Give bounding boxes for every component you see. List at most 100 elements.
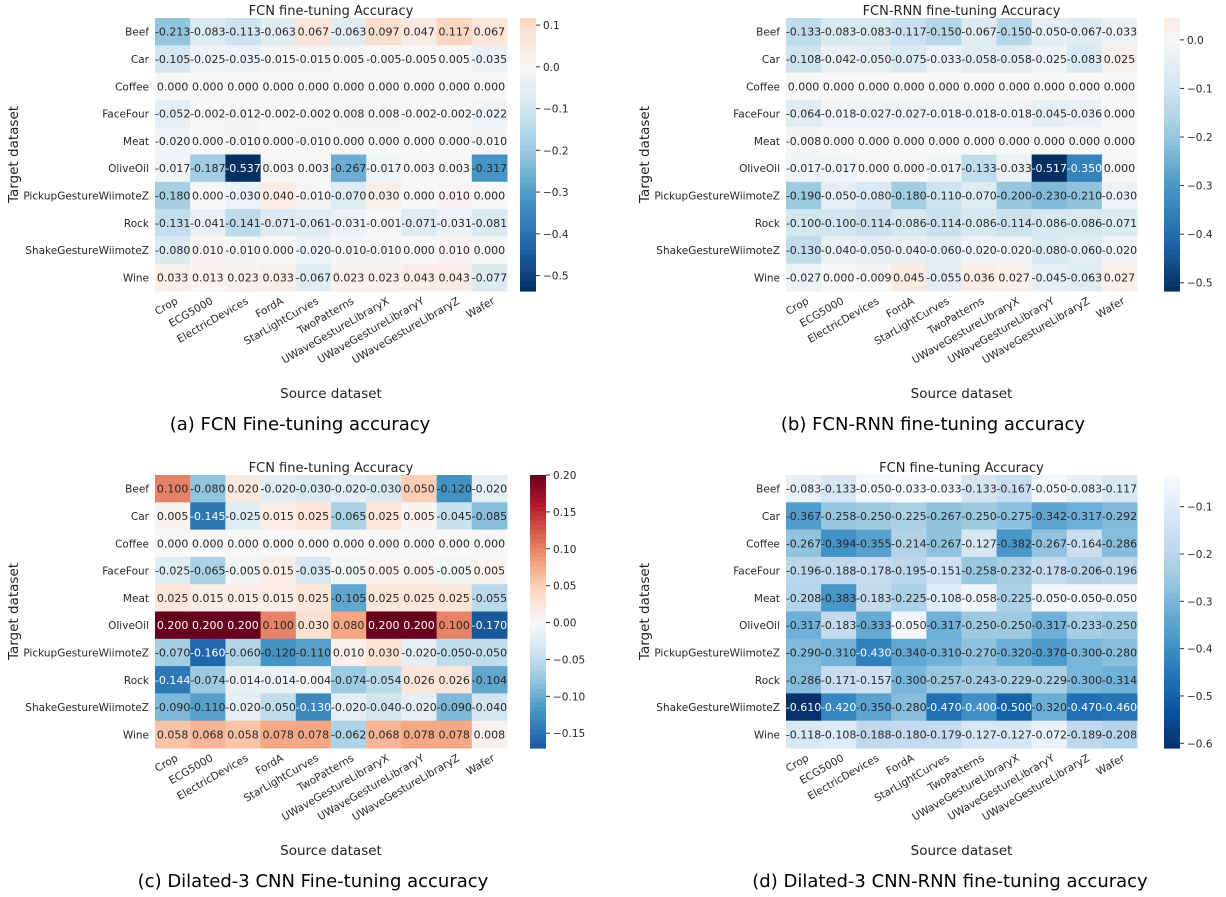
heatmap-cell	[786, 18, 822, 46]
colorbar-segment	[520, 49, 536, 55]
cell-value-label: -0.058	[996, 53, 1031, 66]
heatmap-cell	[366, 99, 402, 128]
colorbar-segment	[530, 675, 546, 681]
cell-value-label: 0.005	[403, 565, 435, 578]
cell-value-label: -0.017	[786, 162, 821, 175]
heatmap-cell	[856, 556, 892, 585]
cell-value-label: 0.000	[858, 162, 890, 175]
heatmap-cell	[786, 584, 822, 612]
cell-value-label: 0.005	[474, 565, 506, 578]
cell-value-label: -0.009	[856, 271, 891, 284]
heatmap-cell	[961, 693, 998, 722]
colorbar-segment	[1164, 547, 1180, 553]
cell-value-label: -0.157	[856, 674, 891, 687]
heatmap-cell	[190, 611, 226, 640]
heatmap-cell	[1031, 236, 1068, 265]
cell-value-label: 0.040	[262, 189, 294, 202]
cell-value-label: -0.367	[786, 510, 821, 523]
cell-value-label: -0.150	[926, 26, 961, 39]
heatmap-cell	[1066, 529, 1103, 558]
cell-value-label: -0.033	[1102, 26, 1137, 39]
cell-value-label: 0.117	[438, 26, 470, 39]
heatmap-cell	[225, 693, 262, 722]
heatmap-cell	[1101, 99, 1138, 128]
heatmap-cell	[1031, 18, 1068, 46]
colorbar-tick-label: 0.00	[553, 618, 576, 630]
heatmap-cell	[786, 475, 822, 503]
heatmap-cell	[1031, 502, 1068, 531]
heatmap-cell	[926, 556, 962, 585]
cell-value-label: -0.280	[1102, 646, 1137, 659]
colorbar-segment	[1164, 625, 1180, 631]
colorbar-segment	[520, 99, 536, 106]
heatmap-cell	[786, 529, 822, 558]
heatmap-cell	[295, 263, 332, 292]
heatmap-cell	[260, 209, 297, 237]
cell-value-label: -0.213	[155, 26, 190, 39]
heatmap-cell	[260, 529, 297, 558]
y-tick-label: Car	[762, 511, 781, 523]
cell-value-label: 0.045	[893, 271, 925, 284]
heatmap-cell	[1101, 556, 1138, 585]
cell-value-label: -0.033	[926, 483, 961, 496]
cell-value-label: -0.063	[1067, 271, 1102, 284]
heatmap-cell	[961, 475, 998, 503]
cell-value-label: -0.105	[155, 53, 190, 66]
heatmap-cell	[155, 720, 191, 749]
cell-value-label: 0.008	[474, 728, 506, 741]
heatmap-cell	[401, 475, 438, 503]
heatmap-cell	[1066, 584, 1103, 612]
colorbar-segment	[1164, 227, 1180, 233]
colorbar-segment	[1164, 118, 1180, 124]
cell-value-label: -0.008	[786, 135, 821, 148]
colorbar-segment	[1164, 675, 1180, 681]
cell-value-label: -0.081	[472, 217, 507, 230]
colorbar-segment	[1164, 181, 1180, 187]
colorbar-segment	[1164, 543, 1180, 549]
cell-value-label: -0.018	[821, 108, 856, 121]
colorbar-segment	[1164, 616, 1180, 622]
cell-value-label: -0.214	[891, 537, 926, 550]
colorbar-segment	[1164, 720, 1180, 726]
colorbar-segment	[1164, 286, 1180, 292]
heatmap-cell	[366, 475, 402, 503]
heatmap-cell	[436, 181, 473, 210]
cell-value-label: 0.026	[438, 674, 470, 687]
cell-value-label: 0.000	[403, 244, 435, 257]
colorbar-segment	[520, 172, 536, 178]
heatmap-cell	[961, 263, 998, 292]
colorbar-segment	[1164, 707, 1180, 713]
cell-value-label: -0.127	[996, 728, 1031, 741]
heatmap-cell	[295, 127, 332, 155]
cell-value-label: 0.010	[192, 244, 224, 257]
heatmap-cell	[961, 99, 998, 128]
heatmap-cell	[786, 263, 822, 292]
cell-value-label: -0.017	[926, 162, 961, 175]
heatmap-cell	[996, 18, 1033, 46]
colorbar-segment	[530, 743, 546, 749]
cell-value-label: -0.250	[996, 619, 1031, 632]
heatmap-cell	[295, 236, 332, 265]
heatmap-cell	[1101, 693, 1138, 722]
heatmap-cell	[295, 693, 332, 722]
heatmap-cell	[260, 72, 297, 101]
heatmap-cell	[821, 45, 857, 74]
heatmap-cell	[1066, 181, 1103, 210]
heatmap-cell	[225, 720, 262, 749]
heatmap-cell	[891, 154, 927, 183]
colorbar-segment	[1164, 484, 1180, 490]
heatmap-cell	[1101, 181, 1138, 210]
heatmap-cell	[366, 72, 402, 101]
cell-value-label: -0.020	[331, 701, 366, 714]
heatmap-cell	[401, 45, 438, 74]
heatmap-cell	[1066, 263, 1103, 292]
cell-value-label: -0.017	[366, 162, 401, 175]
colorbar-segment	[1164, 200, 1180, 206]
cell-value-label: -0.108	[926, 592, 961, 605]
heatmap-cell	[225, 475, 262, 503]
cell-value-label: -0.200	[996, 189, 1031, 202]
heatmap-cell	[401, 209, 438, 237]
heatmap-cell	[996, 475, 1033, 503]
colorbar-segment	[530, 616, 546, 622]
cell-value-label: -0.083	[190, 26, 225, 39]
